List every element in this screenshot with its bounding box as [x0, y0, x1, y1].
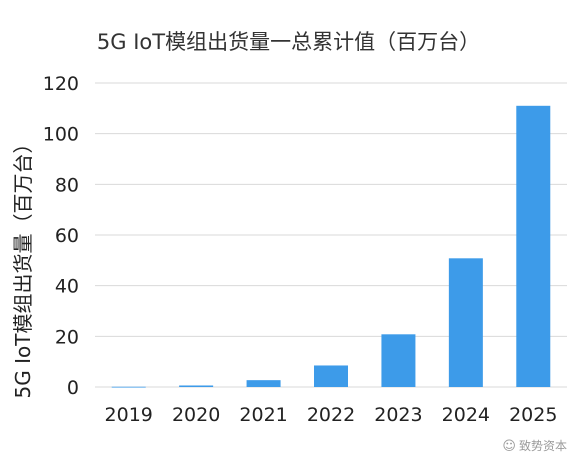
y-tick-label: 20 [55, 326, 79, 348]
x-tick-label: 2019 [105, 404, 153, 426]
x-tick-label: 2025 [509, 404, 557, 426]
x-tick-label: 2022 [307, 404, 355, 426]
bar-2025 [516, 105, 551, 388]
watermark-text: 致势资本 [518, 439, 567, 453]
chart-title: 5G IoT模组出货量一总累计值（百万台） [96, 30, 481, 54]
x-tick-label: 2020 [172, 404, 220, 426]
wechat-icon: ☺ [502, 439, 516, 454]
watermark: ☺ 致势资本 [502, 437, 567, 454]
y-tick-label: 0 [67, 377, 79, 399]
y-axis-label: 5G IoT模组出货量（百万台） [11, 134, 35, 399]
x-tick-label: 2021 [239, 404, 287, 426]
y-tick-label: 40 [55, 276, 79, 298]
bar-2019 [111, 386, 146, 388]
y-tick-label: 80 [55, 174, 79, 196]
bar-2020 [179, 385, 214, 387]
x-tick-label: 2023 [374, 404, 422, 426]
bar-2022 [314, 365, 348, 387]
bar-2021 [246, 380, 281, 387]
x-tick-label: 2024 [442, 404, 490, 426]
bar-2024 [448, 258, 483, 387]
y-tick-label: 100 [43, 124, 79, 146]
y-tick-label: 120 [43, 73, 79, 95]
y-tick-label: 60 [55, 225, 79, 247]
bar-2023 [381, 334, 416, 387]
